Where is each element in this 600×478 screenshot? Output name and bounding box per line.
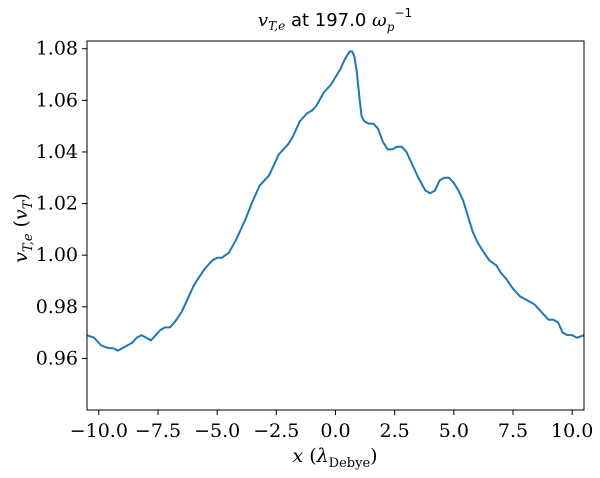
x-tick-label: −7.5 [135, 420, 181, 442]
series-line [86, 50, 585, 352]
x-axis-label: x (λDebye) [292, 445, 377, 471]
x-tick-label: 2.5 [380, 420, 410, 442]
y-tick-label: 1.08 [36, 38, 78, 60]
y-tick-label: 1.04 [36, 141, 78, 163]
y-tick-label: 1.06 [36, 89, 78, 111]
x-tick-label: 10.0 [551, 420, 593, 442]
y-tick-label: 0.96 [36, 347, 78, 369]
x-tick-label: 0.0 [320, 420, 350, 442]
x-tick-label: 7.5 [498, 420, 528, 442]
y-tick-label: 1.00 [36, 244, 78, 266]
x-tick-label: −2.5 [253, 420, 299, 442]
y-axis-label: vT,e (vT) [10, 193, 36, 263]
y-tick-label: 0.98 [36, 296, 78, 318]
x-axis-ticks: −10.0 −7.5 −5.0 −2.5 0.0 2.5 5.0 7.5 10.0 [70, 410, 593, 442]
chart-title: vT,e at 197.0 ωp−1 [258, 6, 412, 34]
y-tick-label: 1.02 [36, 193, 78, 215]
plot-area [86, 50, 585, 352]
plot-frame [86, 40, 585, 411]
x-tick-label: 5.0 [439, 420, 469, 442]
y-axis-ticks: 0.96 0.98 1.00 1.02 1.04 1.06 1.08 [36, 38, 87, 369]
x-tick-label: −10.0 [70, 420, 128, 442]
x-tick-label: −5.0 [194, 420, 240, 442]
